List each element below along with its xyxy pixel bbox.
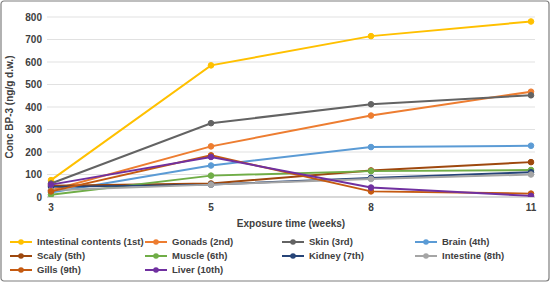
series-marker <box>208 173 214 179</box>
y-tick-label: 0 <box>36 192 42 203</box>
legend-item: Intestine (8th) <box>415 250 504 261</box>
series-marker <box>368 168 374 174</box>
frame <box>1 1 549 281</box>
legend-label: Intestinal contents (1st) <box>37 236 144 247</box>
y-tick-label: 200 <box>25 147 42 158</box>
legend-marker <box>153 267 159 273</box>
legend-marker <box>18 267 24 273</box>
chart: 0 100 200 300 400 500 600 700 800 3 5 8 11 Exposure t… <box>0 0 550 282</box>
series-marker <box>208 120 214 126</box>
y-tick-label: 800 <box>25 12 42 23</box>
legend-label: Liver (10th) <box>172 264 223 275</box>
legend-label: Brain (4th) <box>442 236 490 247</box>
series-marker <box>368 168 374 174</box>
series-marker <box>208 163 214 169</box>
y-tick-label: 500 <box>25 79 42 90</box>
legend-item: Muscle (6th) <box>145 250 227 261</box>
grid-line <box>47 17 535 18</box>
legend-marker <box>153 239 159 245</box>
x-tick-label: 8 <box>368 202 374 213</box>
series-line <box>51 146 531 193</box>
series-line <box>51 155 531 193</box>
x-tick-label: 3 <box>48 202 54 213</box>
legend-item: Skin (3rd) <box>282 236 353 247</box>
legend-marker <box>18 239 24 245</box>
series-marker <box>368 33 374 39</box>
series-marker <box>528 172 534 178</box>
y-tick-label: 400 <box>25 102 42 113</box>
series-marker <box>48 189 54 195</box>
series-marker <box>208 182 214 188</box>
legend-item: Gonads (2nd) <box>145 236 233 247</box>
legend-item: Brain (4th) <box>415 236 490 247</box>
legend-marker <box>290 253 296 259</box>
y-tick-label: 100 <box>25 169 42 180</box>
y-tick-label: 600 <box>25 57 42 68</box>
series-marker <box>528 143 534 149</box>
legend-marker <box>423 253 429 259</box>
series-marker <box>208 154 214 160</box>
series-marker <box>208 144 214 150</box>
series-marker <box>368 102 374 108</box>
series-marker <box>208 63 214 69</box>
grid-line <box>47 84 535 85</box>
series-marker <box>368 176 374 182</box>
series-marker <box>48 182 54 188</box>
y-tick-label: 300 <box>25 124 42 135</box>
legend-label: Kidney (7th) <box>309 250 364 261</box>
series-marker <box>528 193 534 197</box>
legend-marker <box>290 239 296 245</box>
x-axis <box>47 197 535 198</box>
legend-label: Gills (9th) <box>37 264 81 275</box>
legend-item: Gills (9th) <box>10 264 81 275</box>
grid-line <box>47 62 535 63</box>
plot-area <box>48 19 534 197</box>
legend-marker <box>18 253 24 259</box>
y-axis-title: Conc BP-3 (ng/g d.w.) <box>4 56 15 159</box>
grid-line <box>47 107 535 108</box>
legend-item: Liver (10th) <box>145 264 223 275</box>
series-marker <box>208 182 214 188</box>
series-marker <box>368 144 374 150</box>
x-tick-label: 5 <box>208 202 214 213</box>
legend-label: Skin (3rd) <box>309 236 353 247</box>
legend-label: Scaly (5th) <box>37 250 85 261</box>
grid-line <box>47 39 535 40</box>
legend-item: Scaly (5th) <box>10 250 85 261</box>
x-tick-label: 11 <box>526 202 537 213</box>
legend-label: Muscle (6th) <box>172 250 227 261</box>
series-marker <box>528 159 534 165</box>
y-tick-label: 700 <box>25 34 42 45</box>
legend-marker <box>153 253 159 259</box>
grid-line <box>47 197 535 198</box>
grid-line <box>47 152 535 153</box>
legend-item: Kidney (7th) <box>282 250 364 261</box>
series-line <box>51 157 531 196</box>
series-marker <box>528 93 534 99</box>
legend-marker <box>423 239 429 245</box>
x-axis-title: Exposure time (weeks) <box>237 218 345 229</box>
series-marker <box>368 185 374 191</box>
series-line <box>51 175 531 191</box>
legend-label: Gonads (2nd) <box>172 236 233 247</box>
series-marker <box>368 113 374 119</box>
legend-item: Intestinal contents (1st) <box>10 236 144 247</box>
series-marker <box>528 19 534 25</box>
legend-label: Intestine (8th) <box>442 250 504 261</box>
